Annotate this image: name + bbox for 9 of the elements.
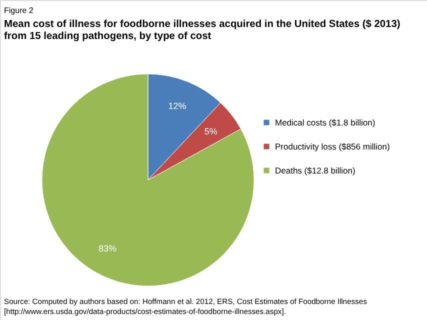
data-label: 12% [168, 101, 186, 112]
legend-label: Deaths ($12.8 billion) [275, 166, 356, 176]
legend-label: Medical costs ($1.8 billion) [275, 118, 376, 128]
pie-slice [42, 74, 254, 286]
chart-title: Mean cost of illness for foodborne illnesses acquired in the United States ($ 2013) from 15 leading pathogens, by type of cost [4, 19, 400, 42]
legend-label: Productivity loss ($856 million) [275, 142, 390, 152]
data-label: 5% [204, 126, 218, 136]
caption: Figure 2 [4, 6, 34, 15]
data-label: 83% [98, 243, 117, 254]
